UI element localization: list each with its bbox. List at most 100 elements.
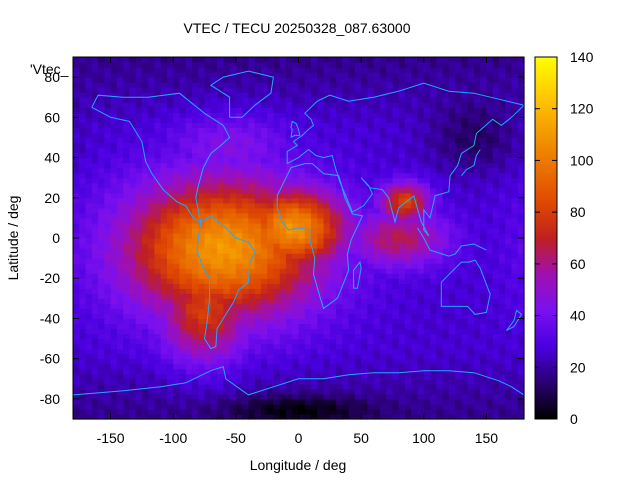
heatmap-cell: [505, 132, 513, 139]
heatmap-cell: [160, 142, 168, 149]
heatmap-cell: [148, 353, 156, 360]
heatmap-cell: [430, 77, 437, 83]
heatmap-cell: [123, 318, 130, 325]
heatmap-cell: [367, 77, 375, 83]
heatmap-cell: [348, 303, 356, 309]
heatmap-cell: [204, 152, 212, 159]
heatmap-cell: [442, 343, 450, 350]
heatmap-cell: [123, 147, 130, 154]
heatmap-cell: [386, 293, 394, 299]
heatmap-cell: [192, 408, 199, 415]
heatmap-cell: [173, 167, 181, 174]
heatmap-cell: [273, 112, 281, 118]
heatmap-cell: [166, 87, 174, 93]
heatmap-cell: [323, 232, 331, 239]
heatmap-cell: [79, 177, 87, 184]
heatmap-cell: [311, 343, 318, 350]
heatmap-cell: [148, 313, 156, 320]
heatmap-cell: [273, 403, 281, 410]
heatmap-cell: [185, 363, 193, 370]
heatmap-cell: [91, 77, 99, 83]
heatmap-cell: [98, 403, 105, 410]
heatmap-cell: [486, 122, 494, 128]
heatmap-cell: [505, 403, 513, 410]
heatmap-cell: [323, 152, 331, 159]
heatmap-cell: [123, 333, 130, 340]
heatmap-cell: [361, 273, 368, 279]
heatmap-cell: [373, 222, 381, 229]
heatmap-cell: [354, 393, 362, 400]
heatmap-cell: [392, 127, 400, 134]
heatmap-cell: [229, 358, 237, 365]
heatmap-cell: [329, 212, 337, 219]
heatmap-cell: [511, 137, 519, 144]
heatmap-cell: [379, 378, 387, 385]
heatmap-cell: [473, 398, 481, 405]
heatmap-cell: [110, 283, 118, 289]
heatmap-cell: [198, 283, 206, 289]
heatmap-cell: [404, 222, 412, 229]
heatmap-cell: [448, 348, 456, 355]
heatmap-cell: [123, 238, 130, 244]
heatmap-cell: [85, 398, 93, 405]
heatmap-cell: [511, 273, 519, 279]
heatmap-cell: [486, 278, 494, 284]
heatmap-cell: [267, 117, 275, 123]
heatmap-cell: [179, 122, 187, 128]
heatmap-cell: [361, 127, 368, 134]
heatmap-cell: [411, 318, 419, 325]
heatmap-cell: [467, 343, 475, 350]
heatmap-cell: [148, 217, 156, 224]
heatmap-cell: [229, 288, 237, 294]
heatmap-cell: [473, 298, 481, 304]
heatmap-cell: [461, 273, 469, 279]
heatmap-cell: [85, 403, 93, 410]
heatmap-cell: [461, 238, 469, 244]
heatmap-cell: [373, 313, 381, 320]
heatmap-cell: [292, 112, 300, 118]
heatmap-cell: [248, 82, 256, 88]
heatmap-cell: [323, 383, 331, 390]
heatmap-cell: [373, 238, 381, 244]
heatmap-cell: [298, 77, 306, 83]
heatmap-cell: [367, 197, 375, 204]
heatmap-cell: [279, 92, 287, 98]
heatmap-cell: [116, 328, 124, 335]
heatmap-cell: [361, 172, 368, 179]
heatmap-cell: [404, 107, 412, 113]
heatmap-cell: [166, 97, 174, 103]
heatmap-cell: [254, 258, 262, 264]
heatmap-cell: [85, 107, 93, 113]
heatmap-cell: [267, 293, 275, 299]
heatmap-cell: [461, 288, 469, 294]
heatmap-cell: [442, 283, 450, 289]
heatmap-cell: [129, 288, 137, 294]
heatmap-cell: [392, 333, 400, 340]
heatmap-cell: [273, 238, 281, 244]
heatmap-cell: [342, 318, 350, 325]
heatmap-cell: [354, 323, 362, 330]
heatmap-cell: [210, 227, 218, 234]
heatmap-cell: [242, 212, 249, 219]
heatmap-cell: [298, 308, 306, 315]
heatmap-cell: [423, 338, 431, 345]
heatmap-cell: [166, 222, 174, 229]
heatmap-cell: [135, 207, 143, 214]
heatmap-cell: [498, 77, 506, 83]
heatmap-cell: [467, 328, 475, 335]
heatmap-cell: [273, 172, 281, 179]
heatmap-cell: [292, 373, 300, 380]
heatmap-cell: [517, 318, 525, 325]
heatmap-cell: [367, 117, 375, 123]
heatmap-cell: [354, 212, 362, 219]
heatmap-cell: [304, 323, 312, 330]
heatmap-cell: [354, 358, 362, 365]
heatmap-cell: [298, 238, 306, 244]
heatmap-cell: [285, 408, 293, 415]
heatmap-cell: [173, 217, 181, 224]
heatmap-cell: [104, 217, 112, 224]
heatmap-cell: [210, 343, 218, 350]
heatmap-cell: [223, 157, 231, 164]
heatmap-cell: [123, 232, 130, 239]
heatmap-cell: [292, 368, 300, 375]
